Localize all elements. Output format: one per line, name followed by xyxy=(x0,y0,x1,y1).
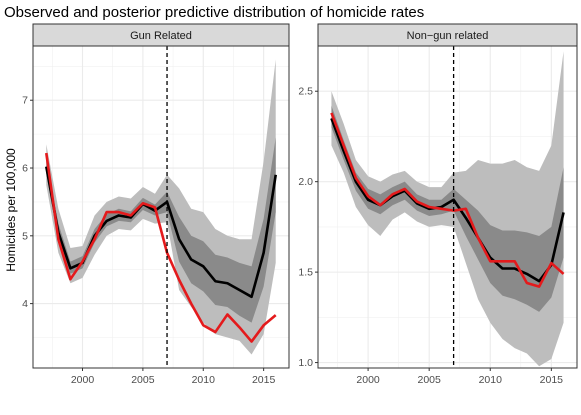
facet-strip-label: Non−gun related xyxy=(407,30,489,42)
y-tick-label: 6 xyxy=(22,163,28,175)
x-tick-label: 2005 xyxy=(417,374,441,386)
x-tick-label: 2015 xyxy=(540,374,564,386)
y-tick-label: 5 xyxy=(22,230,28,242)
x-tick-label: 2000 xyxy=(356,374,380,386)
y-tick-label: 1.0 xyxy=(298,357,313,369)
observed-line xyxy=(330,112,565,288)
facet-strip-label: Gun Related xyxy=(130,30,192,42)
y-axis-label: Homicides per 100,000 xyxy=(4,148,18,272)
panel-non-gun-related: Non−gun related 2000 2005 2010 2015 1.0 1.5 2.0… xyxy=(298,23,578,386)
x-tick-label: 2005 xyxy=(131,374,155,386)
y-tick-label: 2.0 xyxy=(298,176,313,188)
panel-border xyxy=(317,45,578,369)
y-tick-label: 7 xyxy=(22,95,28,107)
x-tick-label: 2015 xyxy=(252,374,276,386)
panel-border xyxy=(32,45,290,369)
x-tick-label: 2010 xyxy=(192,374,216,386)
y-tick-label: 4 xyxy=(22,298,28,310)
observed-line xyxy=(44,152,277,343)
chart-title: Observed and posterior predictive distri… xyxy=(4,4,424,21)
inner-credible-band xyxy=(46,137,276,323)
x-tick-label: 2010 xyxy=(479,374,503,386)
panel-gun-related: Gun Related 2000 2005 2010 2015 4 5 6 7 xyxy=(22,23,290,386)
posterior-median-line xyxy=(330,117,565,283)
y-tick-label: 2.5 xyxy=(298,86,313,98)
y-tick-label: 1.5 xyxy=(298,267,313,279)
x-tick-label: 2000 xyxy=(71,374,95,386)
